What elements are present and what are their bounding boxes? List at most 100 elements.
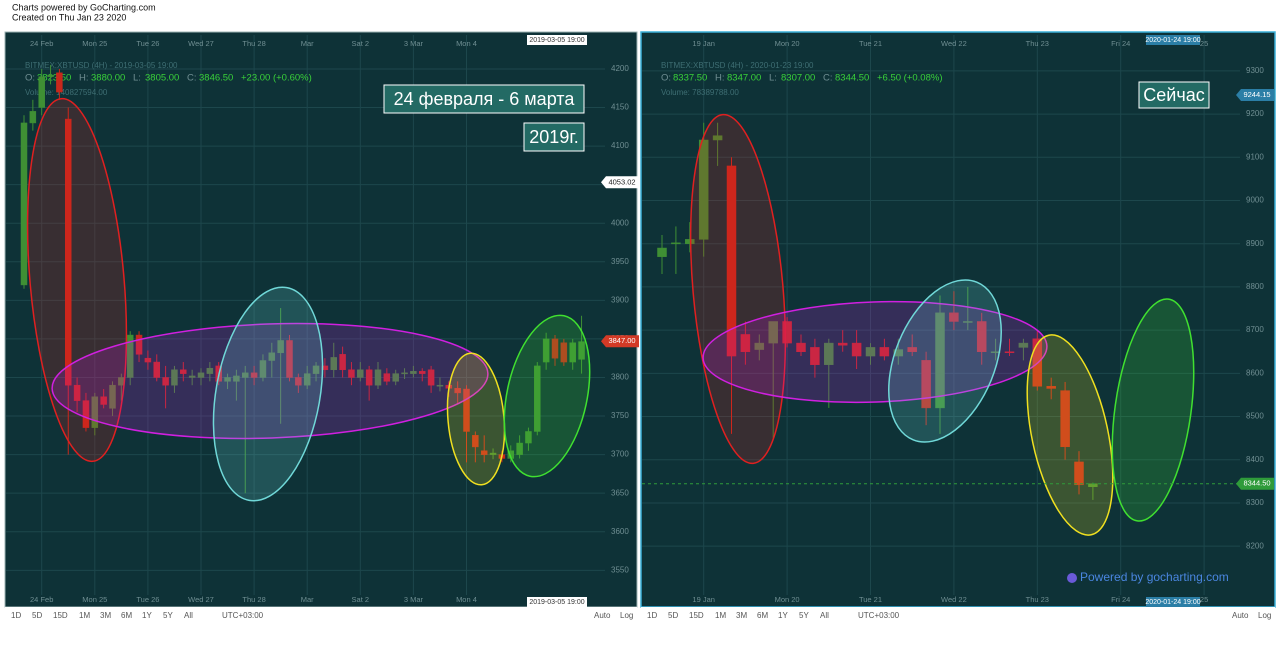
candle-body xyxy=(330,357,337,371)
scale-button[interactable]: Auto xyxy=(1232,611,1249,620)
candle-body xyxy=(374,369,382,386)
y-tick-label: 8200 xyxy=(1246,541,1264,550)
candle-body xyxy=(427,369,435,386)
ohlc-key: O: xyxy=(25,73,35,84)
range-button[interactable]: 1D xyxy=(11,611,21,620)
x-tick-label: Thu 23 xyxy=(1026,39,1049,48)
range-button[interactable]: 1M xyxy=(79,611,90,620)
candle-body xyxy=(109,384,116,409)
y-tick-label: 3750 xyxy=(611,411,629,420)
candle-body xyxy=(810,347,820,365)
range-button[interactable]: 6M xyxy=(757,611,768,620)
range-button[interactable]: 15D xyxy=(689,611,704,620)
candle-body xyxy=(321,365,329,371)
range-button[interactable]: 6M xyxy=(121,611,132,620)
candle-body xyxy=(560,342,568,363)
range-button[interactable]: 5D xyxy=(668,611,678,620)
range-button[interactable]: All xyxy=(184,611,193,620)
y-tick-label: 4100 xyxy=(611,141,629,150)
highlight-ellipse xyxy=(888,279,1002,443)
highlight-ellipse xyxy=(689,113,787,465)
candle-body xyxy=(242,372,249,378)
x-tick-label: Mon 25 xyxy=(82,39,107,48)
volume: Volume: 78389788.00 xyxy=(661,88,739,97)
candle-body xyxy=(726,165,737,357)
toolbar xyxy=(641,607,1275,624)
x-tick-label: Mar xyxy=(301,595,314,604)
y-tick-label: 8400 xyxy=(1246,455,1264,464)
scale-button[interactable]: Auto xyxy=(594,611,611,620)
candle-body xyxy=(233,375,240,382)
crosshair-time: 2019-03-05 19:00 xyxy=(529,599,584,606)
timezone-button[interactable]: UTC+03:00 xyxy=(858,611,900,620)
x-tick-label: Fri 24 xyxy=(1111,595,1130,604)
timezone-button[interactable]: UTC+03:00 xyxy=(222,611,264,620)
x-tick-label: Tue 26 xyxy=(136,595,159,604)
candle-body xyxy=(1018,342,1029,348)
range-button[interactable]: All xyxy=(820,611,829,620)
candle-body xyxy=(339,354,346,371)
range-button[interactable]: 5D xyxy=(32,611,42,620)
crosshair-time-box xyxy=(527,35,587,45)
x-tick-label: Mon 25 xyxy=(82,595,107,604)
range-button[interactable]: 1Y xyxy=(142,611,152,620)
x-tick-label: Tue 26 xyxy=(136,39,159,48)
range-button[interactable]: 1D xyxy=(647,611,657,620)
candle-body xyxy=(480,450,488,455)
candle-body xyxy=(100,396,107,405)
candle-body xyxy=(250,372,258,378)
x-tick-label: Sat 2 xyxy=(352,595,370,604)
scale-button[interactable]: Log xyxy=(620,611,633,620)
range-button[interactable]: 5Y xyxy=(163,611,173,620)
annotation: 2019г. xyxy=(529,127,578,147)
crosshair-time: 2020-01-24 19:00 xyxy=(1145,599,1200,606)
annotation: Сейчас xyxy=(1143,85,1204,105)
range-button[interactable]: 3M xyxy=(736,611,747,620)
range-button[interactable]: 1Y xyxy=(778,611,788,620)
highlight-ellipse xyxy=(1026,334,1114,536)
candle-body xyxy=(851,342,862,357)
candle-body xyxy=(29,111,37,124)
x-tick-label: Wed 22 xyxy=(941,595,967,604)
ohlc-key: O: xyxy=(661,73,671,84)
candle-body xyxy=(516,442,523,455)
candle-body xyxy=(126,334,134,378)
ohlc-key: L: xyxy=(769,73,777,84)
y-tick-label: 4150 xyxy=(611,103,629,112)
x-tick-label: Mon 20 xyxy=(775,595,800,604)
x-tick-label: Wed 27 xyxy=(188,39,214,48)
candle-body xyxy=(657,247,667,257)
x-tick-label: Mon 20 xyxy=(775,39,800,48)
candle-body xyxy=(796,342,806,352)
y-tick-label: 3950 xyxy=(611,257,629,266)
range-button[interactable]: 1M xyxy=(715,611,726,620)
x-tick-label: Mon 4 xyxy=(456,595,477,604)
candle-body xyxy=(534,365,541,432)
scale-button[interactable]: Log xyxy=(1258,611,1271,620)
x-tick-label: Sat 2 xyxy=(352,39,370,48)
toolbar xyxy=(5,607,637,624)
candle-body xyxy=(907,347,917,352)
highlight-ellipse xyxy=(26,97,128,463)
ohlc-change: +23.00 (+0.60%) xyxy=(241,73,312,84)
candle-body xyxy=(312,365,320,374)
x-tick-label: Wed 27 xyxy=(188,595,214,604)
x-tick-label: Thu 28 xyxy=(242,39,265,48)
price-marker xyxy=(601,335,639,348)
range-button[interactable]: 3M xyxy=(100,611,111,620)
candle-body xyxy=(286,340,293,378)
range-button[interactable]: 15D xyxy=(53,611,68,620)
price-label: 8344.50 xyxy=(1243,479,1270,488)
y-tick-label: 3550 xyxy=(611,565,629,574)
range-button[interactable]: 5Y xyxy=(799,611,809,620)
watermark-logo xyxy=(1067,573,1077,583)
candle-body xyxy=(525,431,532,444)
candle-body xyxy=(153,361,160,378)
candle-body xyxy=(768,321,778,344)
y-tick-label: 8800 xyxy=(1246,282,1264,291)
x-tick-label: 25 xyxy=(1200,595,1208,604)
y-tick-label: 4000 xyxy=(611,218,629,227)
candle-body xyxy=(893,349,904,357)
highlight-ellipse xyxy=(702,300,1048,404)
candle-body xyxy=(82,400,90,428)
